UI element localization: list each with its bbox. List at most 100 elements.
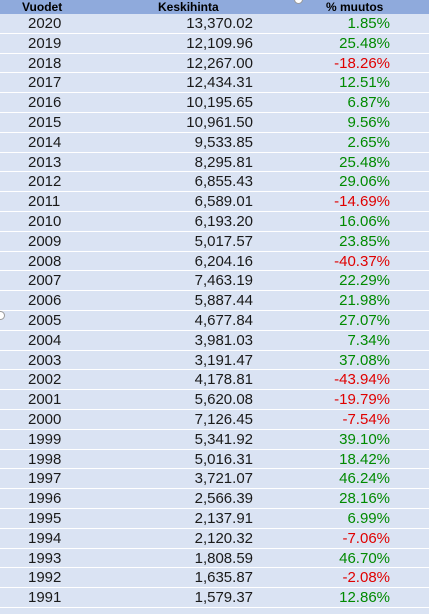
table-row: 2006 5,887.44 21.98% xyxy=(0,291,429,311)
table-row: 2004 3,981.03 7.34% xyxy=(0,331,429,351)
percent-change-cell: 12.86% xyxy=(339,589,390,607)
table-row: 2001 5,620.08 -19.79% xyxy=(0,390,429,410)
year-cell: 2014 xyxy=(28,133,62,151)
year-cell: 2000 xyxy=(28,410,62,428)
year-cell: 2016 xyxy=(28,94,62,112)
average-price-cell: 6,193.20 xyxy=(194,212,253,230)
average-price-cell: 5,887.44 xyxy=(194,292,253,310)
average-price-cell: 3,191.47 xyxy=(194,351,253,369)
table-row: 2012 6,855.43 29.06% xyxy=(0,172,429,193)
year-cell: 1992 xyxy=(28,569,62,587)
average-price-cell: 4,677.84 xyxy=(194,311,253,329)
table-row: 2020 13,370.02 1.85% xyxy=(0,14,429,34)
header-percent-change: % muutos xyxy=(326,0,384,14)
average-price-cell: 5,016.31 xyxy=(194,450,253,468)
average-price-cell: 12,109.96 xyxy=(186,34,253,52)
average-price-cell: 12,434.31 xyxy=(186,74,253,92)
table-row: 1996 2,566.39 28.16% xyxy=(0,489,429,509)
year-cell: 1995 xyxy=(28,509,62,527)
average-price-cell: 6,589.01 xyxy=(194,193,253,211)
table-row: 2008 6,204.16 -40.37% xyxy=(0,252,429,272)
year-cell: 2007 xyxy=(28,272,62,290)
average-price-cell: 2,566.39 xyxy=(194,490,253,508)
percent-change-cell: 6.87% xyxy=(347,94,390,112)
percent-change-cell: -40.37% xyxy=(334,252,390,270)
year-cell: 2006 xyxy=(28,292,62,310)
percent-change-cell: 46.24% xyxy=(339,470,390,488)
table-row: 2010 6,193.20 16.06% xyxy=(0,212,429,232)
average-price-cell: 3,981.03 xyxy=(194,331,253,349)
percent-change-cell: -18.26% xyxy=(334,54,390,72)
percent-change-cell: 29.06% xyxy=(339,173,390,191)
year-cell: 2018 xyxy=(28,54,62,72)
percent-change-cell: -7.54% xyxy=(342,410,390,428)
percent-change-cell: 25.48% xyxy=(339,34,390,52)
percent-change-cell: 21.98% xyxy=(339,292,390,310)
table-row: 2016 10,195.65 6.87% xyxy=(0,93,429,113)
average-price-cell: 6,204.16 xyxy=(194,252,253,270)
percent-change-cell: -14.69% xyxy=(334,193,390,211)
average-price-cell: 10,961.50 xyxy=(186,113,253,131)
year-cell: 2012 xyxy=(28,173,62,191)
average-price-cell: 1,635.87 xyxy=(194,569,253,587)
table-row: 2011 6,589.01 -14.69% xyxy=(0,192,429,212)
average-price-cell: 2,120.32 xyxy=(194,529,253,547)
year-cell: 2008 xyxy=(28,252,62,270)
year-cell: 2020 xyxy=(28,15,62,32)
percent-change-cell: 28.16% xyxy=(339,490,390,508)
table-header: Vuodet Keskihinta % muutos xyxy=(0,0,429,14)
table-row: 1991 1,579.37 12.86% xyxy=(0,588,429,608)
percent-change-cell: 23.85% xyxy=(339,232,390,250)
year-cell: 2019 xyxy=(28,34,62,52)
table-row: 2017 12,434.31 12.51% xyxy=(0,73,429,94)
table-row: 2007 7,463.19 22.29% xyxy=(0,271,429,292)
percent-change-cell: 27.07% xyxy=(339,311,390,329)
year-cell: 2001 xyxy=(28,391,62,409)
year-cell: 1991 xyxy=(28,589,62,607)
table-row: 2002 4,178.81 -43.94% xyxy=(0,370,429,391)
percent-change-cell: 12.51% xyxy=(339,74,390,92)
table-body: 2020 13,370.02 1.85% 2019 12,109.96 25.48% 201… xyxy=(0,14,429,608)
average-price-cell: 10,195.65 xyxy=(186,94,253,112)
average-price-cell: 1,808.59 xyxy=(194,549,253,567)
year-cell: 2002 xyxy=(28,371,62,389)
percent-change-cell: -2.08% xyxy=(342,569,390,587)
percent-change-cell: 16.06% xyxy=(339,212,390,230)
percent-change-cell: 25.48% xyxy=(339,153,390,171)
average-price-cell: 2,137.91 xyxy=(194,509,253,527)
average-price-cell: 5,620.08 xyxy=(194,391,253,409)
average-price-cell: 5,017.57 xyxy=(194,232,253,250)
selection-handle-icon[interactable] xyxy=(0,311,5,320)
year-cell: 2010 xyxy=(28,212,62,230)
table-row: 2000 7,126.45 -7.54% xyxy=(0,410,429,430)
average-price-cell: 7,463.19 xyxy=(194,272,253,290)
percent-change-cell: 22.29% xyxy=(339,272,390,290)
average-price-cell: 1,579.37 xyxy=(194,589,253,607)
table-row: 1998 5,016.31 18.42% xyxy=(0,450,429,470)
table-row: 2005 4,677.84 27.07% xyxy=(0,311,429,331)
year-cell: 2004 xyxy=(28,331,62,349)
header-year: Vuodet xyxy=(22,0,63,14)
percent-change-cell: 1.85% xyxy=(347,15,390,32)
table-row: 2019 12,109.96 25.48% xyxy=(0,34,429,54)
average-price-cell: 3,721.07 xyxy=(194,470,253,488)
year-cell: 1998 xyxy=(28,450,62,468)
percent-change-cell: -7.06% xyxy=(342,529,390,547)
year-cell: 1993 xyxy=(28,549,62,567)
table-row: 1997 3,721.07 46.24% xyxy=(0,469,429,490)
percent-change-cell: 39.10% xyxy=(339,430,390,448)
year-cell: 1999 xyxy=(28,430,62,448)
year-cell: 2013 xyxy=(28,153,62,171)
table-row: 2013 8,295.81 25.48% xyxy=(0,153,429,173)
table-row: 1993 1,808.59 46.70% xyxy=(0,549,429,569)
percent-change-cell: 18.42% xyxy=(339,450,390,468)
table-row: 2015 10,961.50 9.56% xyxy=(0,113,429,133)
percent-change-cell: 2.65% xyxy=(347,133,390,151)
table-row: 1995 2,137.91 6.99% xyxy=(0,509,429,529)
year-cell: 2005 xyxy=(28,311,62,329)
year-cell: 1994 xyxy=(28,529,62,547)
table-row: 2014 9,533.85 2.65% xyxy=(0,133,429,153)
percent-change-cell: -43.94% xyxy=(334,371,390,389)
year-cell: 2017 xyxy=(28,74,62,92)
